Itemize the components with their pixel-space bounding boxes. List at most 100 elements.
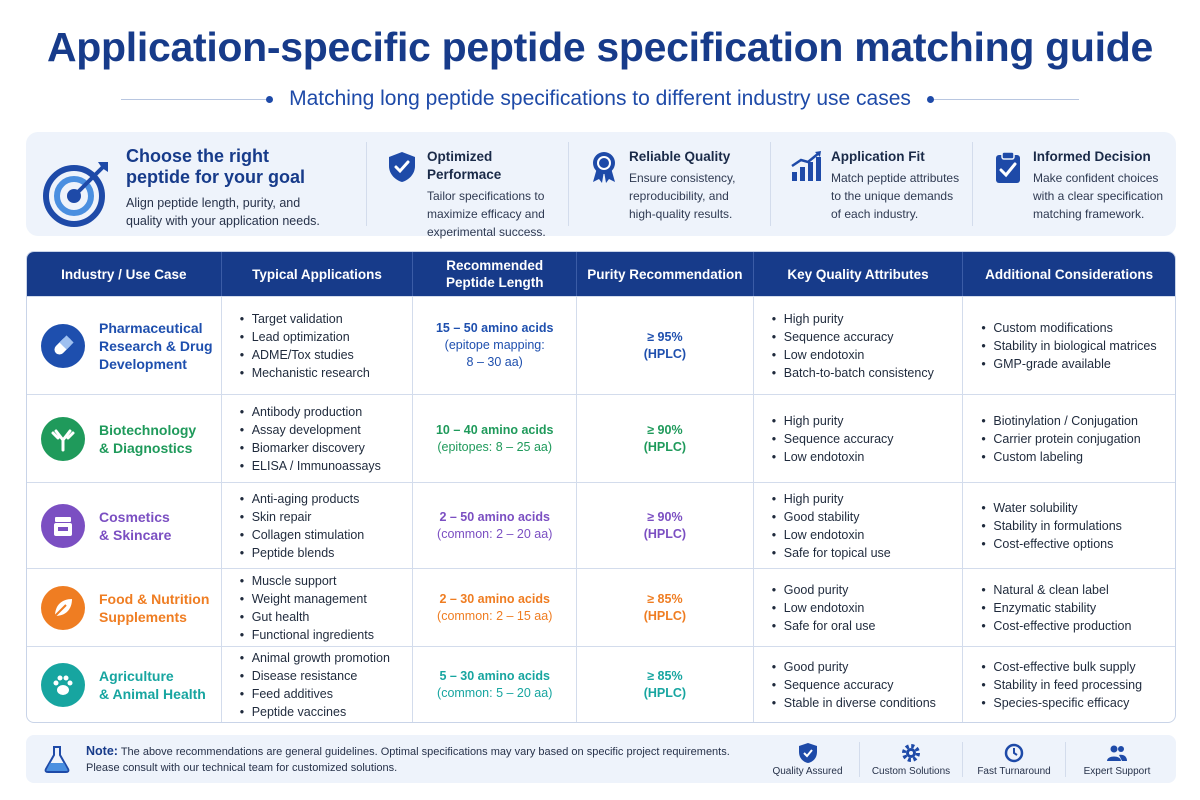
list-item: High purity	[772, 412, 894, 430]
length-value: 5 – 30 amino acids	[439, 669, 550, 683]
purity-cell: ≥ 90% (HPLC)	[577, 483, 754, 568]
list-item: Batch-to-batch consistency	[772, 364, 934, 382]
header-label: Industry / Use Case	[61, 266, 187, 282]
header-label: Key Quality Attributes	[787, 266, 929, 282]
badge-custom-solutions: Custom Solutions	[859, 741, 962, 777]
attributes-cell: High purity Sequence accuracy Low endoto…	[754, 395, 964, 482]
table-row: Cosmetics & Skincare Anti-aging products…	[27, 482, 1175, 568]
length-cell: 2 – 30 amino acids (common: 2 – 15 aa)	[413, 569, 578, 646]
list-item: Collagen stimulation	[240, 526, 365, 544]
purity-method: (HPLC)	[643, 346, 687, 361]
list-item: Antibody production	[240, 403, 381, 421]
badge-label: Custom Solutions	[871, 765, 951, 777]
feature-title: Optimized Performace	[427, 149, 502, 182]
industry-name-line: Food & Nutrition	[99, 590, 210, 607]
purity-value: ≥ 95%	[647, 329, 683, 344]
length-note: 8 – 30 aa)	[466, 355, 523, 369]
feature-title: Application Fit	[831, 149, 925, 164]
list-item: Feed additives	[240, 685, 390, 703]
purity-cell: ≥ 90% (HPLC)	[577, 395, 754, 482]
industry-name-line: Development	[99, 355, 187, 372]
header-label: Peptide Length	[445, 275, 544, 290]
badge-expert-support: Expert Support	[1065, 741, 1168, 777]
list-item: Low endotoxin	[772, 448, 894, 466]
length-value: 15 – 50 amino acids	[435, 321, 554, 335]
feature-line: experimental success.	[427, 225, 546, 239]
gear-icon	[902, 743, 920, 762]
feature-line: matching framework.	[1033, 207, 1145, 221]
feature-title: Informed Decision	[1033, 149, 1151, 164]
feature-line: maximize efficacy and	[427, 207, 545, 221]
header-label: Typical Applications	[252, 266, 382, 282]
table-header: Industry / Use Case Typical Applications…	[27, 252, 1175, 296]
list-item: Low endotoxin	[772, 599, 876, 617]
badge-quality-assured: Quality Assured	[756, 742, 859, 777]
industry-name: Biotechnology & Diagnostics	[99, 421, 196, 457]
intro-description-line2: quality with your application needs.	[126, 214, 320, 228]
industry-name-line: & Diagnostics	[99, 439, 193, 456]
length-value: 10 – 40 amino acids	[435, 422, 554, 437]
feature-optimized-performance: Optimized Performace Tailor specificatio…	[366, 142, 568, 239]
list-item: Stable in diverse conditions	[772, 694, 936, 712]
purity-method: (HPLC)	[643, 526, 687, 541]
list-item: Disease resistance	[240, 667, 390, 685]
length-cell: 15 – 50 amino acids (epitope mapping: 8 …	[413, 297, 578, 394]
feature-description: Tailor specifications to maximize effica…	[427, 187, 568, 241]
list-item: Target validation	[240, 310, 370, 328]
feature-line: Make confident choices	[1033, 171, 1159, 185]
industry-cell: Biotechnology & Diagnostics	[27, 395, 222, 482]
length-cell: 5 – 30 amino acids (common: 5 – 20 aa)	[413, 647, 578, 722]
applications-cell: Muscle support Weight management Gut hea…	[222, 569, 414, 646]
feature-line: with a clear specification	[1033, 189, 1164, 203]
industry-name: Agriculture & Animal Health	[99, 667, 206, 703]
industry-name: Cosmetics & Skincare	[99, 508, 171, 544]
considerations-cell: Natural & clean label Enzymatic stabilit…	[963, 569, 1175, 646]
feature-line: Tailor specifications to	[427, 189, 545, 203]
subtitle-divider-left	[121, 95, 274, 103]
list-item: Custom modifications	[981, 319, 1156, 337]
list-item: Stability in biological matrices	[981, 337, 1156, 355]
pill-icon	[41, 323, 85, 368]
header-label: Purity Recommendation	[587, 266, 743, 282]
length-note: (epitopes: 8 – 25 aa)	[437, 439, 553, 454]
specification-table: Industry / Use Case Typical Applications…	[26, 251, 1176, 723]
attributes-cell: High purity Sequence accuracy Low endoto…	[754, 297, 964, 394]
note-panel: Note: The above recommendations are gene…	[26, 735, 1176, 783]
industry-name-line: Pharmaceutical	[99, 319, 203, 336]
table-row: Agriculture & Animal Health Animal growt…	[27, 646, 1175, 722]
purity-value: ≥ 90%	[647, 509, 683, 524]
note-line2: Please consult with our technical team f…	[86, 761, 398, 774]
intro-title-line1: Choose the right	[126, 146, 269, 166]
badge-fast-turnaround: Fast Turnaround	[962, 741, 1065, 777]
length-note: (common: 5 – 20 aa)	[437, 686, 553, 700]
intro-main: Choose the right peptide for your goal A…	[26, 132, 366, 236]
attributes-cell: High purity Good stability Low endotoxin…	[754, 483, 964, 568]
list-item: Peptide blends	[240, 544, 365, 562]
list-item: Cost-effective options	[981, 535, 1122, 553]
header-industry: Industry / Use Case	[27, 252, 222, 296]
length-note: (common: 2 – 20 aa)	[437, 526, 553, 541]
intro-panel: Choose the right peptide for your goal A…	[26, 132, 1176, 239]
users-icon	[1107, 745, 1127, 761]
subtitle-divider-right	[926, 95, 1079, 103]
industry-cell: Agriculture & Animal Health	[27, 647, 222, 722]
list-item: Water solubility	[981, 499, 1122, 517]
list-item: Safe for oral use	[772, 617, 876, 635]
list-item: Sequence accuracy	[772, 430, 894, 448]
industry-cell: Cosmetics & Skincare	[27, 483, 222, 568]
list-item: Carrier protein conjugation	[981, 430, 1140, 448]
leaf-icon	[41, 585, 85, 630]
list-item: Functional ingredients	[240, 626, 374, 644]
feature-description: Ensure consistency, reproducibility, and…	[629, 169, 736, 223]
length-note: (epitope mapping:	[444, 338, 545, 352]
applications-cell: Target validation Lead optimization ADME…	[222, 297, 414, 394]
clock-icon	[1004, 743, 1024, 762]
list-item: Biomarker discovery	[240, 439, 381, 457]
industry-name-line: Cosmetics	[99, 508, 170, 525]
applications-cell: Antibody production Assay development Bi…	[222, 395, 414, 482]
flask-icon	[44, 746, 70, 773]
note-line1: The above recommendations are general gu…	[120, 745, 730, 758]
header-attributes: Key Quality Attributes	[754, 252, 964, 296]
length-cell: 10 – 40 amino acids (epitopes: 8 – 25 aa…	[413, 395, 578, 482]
industry-cell: Pharmaceutical Research & Drug Developme…	[27, 297, 222, 394]
